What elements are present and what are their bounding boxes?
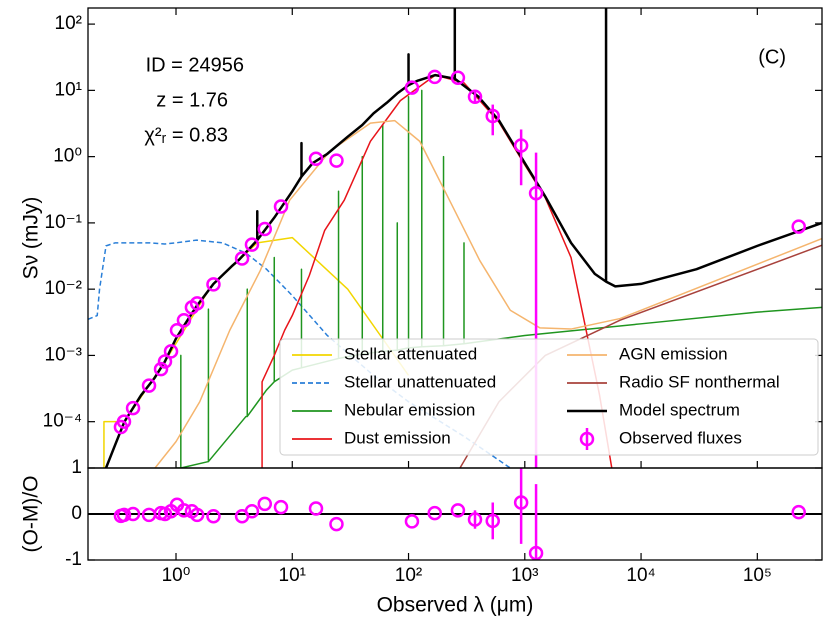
x-tick-label: 10⁵ <box>743 565 772 586</box>
data-point <box>257 496 273 512</box>
x-tick-label: 10³ <box>511 565 538 586</box>
data-point <box>329 153 344 168</box>
annotation: z = 1.76 <box>156 89 228 111</box>
y-tick-label: 10⁻² <box>45 278 83 299</box>
legend-label: AGN emission <box>619 344 728 363</box>
data-point <box>163 344 179 359</box>
data-point <box>206 277 221 292</box>
annotation: ID = 24956 <box>146 54 244 76</box>
legend-label: Dust emission <box>344 428 451 447</box>
y-tick-label: -1 <box>65 549 82 570</box>
data-point <box>157 354 173 369</box>
data-point <box>528 545 544 560</box>
data-point <box>450 70 466 86</box>
y-tick-label: 10² <box>55 13 82 34</box>
data-point <box>485 513 500 529</box>
data-point <box>189 507 205 523</box>
x-tick-label: 10¹ <box>279 565 306 586</box>
y-tick-label: 1 <box>71 457 82 478</box>
x-tick-label: 10⁴ <box>626 565 655 586</box>
data-point <box>467 89 483 105</box>
data-point <box>125 400 141 416</box>
series-line <box>104 8 822 468</box>
data-point <box>513 495 529 510</box>
data-point <box>513 138 529 153</box>
y-tick-label: 10⁻¹ <box>45 212 83 233</box>
legend-label: Observed fluxes <box>619 428 742 447</box>
data-point <box>169 322 185 338</box>
legend-label: Stellar attenuated <box>344 344 477 363</box>
data-point <box>485 108 500 124</box>
series-line <box>176 89 822 468</box>
data-point <box>404 514 420 529</box>
data-point <box>427 69 442 85</box>
data-point <box>116 414 132 429</box>
data-point <box>125 506 141 522</box>
data-point <box>206 509 221 524</box>
data-point <box>528 186 544 201</box>
legend-box <box>279 338 819 456</box>
data-point <box>308 151 324 166</box>
y-tick-label: 10⁻⁴ <box>43 411 82 432</box>
annotation: χ²ᵣ = 0.83 <box>144 124 228 146</box>
x-axis-label: Observed λ (μm) <box>377 594 534 617</box>
data-point <box>244 237 260 252</box>
data-point <box>257 221 273 237</box>
data-point <box>244 503 260 519</box>
data-point <box>404 80 420 95</box>
data-point <box>176 503 192 518</box>
annotation: (C) <box>758 46 786 68</box>
y-tick-label: 10⁻³ <box>45 344 83 365</box>
x-tick-label: 10⁰ <box>162 565 191 586</box>
data-point <box>116 507 132 523</box>
data-point <box>189 296 205 311</box>
residual-y-axis-label: (O-M)/O <box>20 476 43 553</box>
overlay: 10⁻⁴ 10⁻³ 10⁻² 10⁻¹ 10⁰ 10¹ 10² 10⁰ 10¹ 10² 10³ 10⁴… <box>43 8 822 586</box>
data-point <box>791 504 806 520</box>
data-point <box>141 378 157 393</box>
y-tick-label: 10⁰ <box>53 146 82 167</box>
legend-label: Stellar unattenuated <box>344 372 496 391</box>
y-tick-label: 0 <box>71 503 82 524</box>
residual-plot <box>88 468 822 560</box>
data-point <box>467 512 483 527</box>
legend-label: Radio SF nonthermal <box>619 372 780 391</box>
data-point <box>153 361 169 377</box>
series-line <box>154 119 822 468</box>
data-point <box>273 199 289 214</box>
data-point <box>273 499 289 515</box>
data-point <box>176 312 192 328</box>
data-point <box>234 251 250 266</box>
y-tick-label: 10¹ <box>55 79 82 100</box>
legend-label: Nebular emission <box>344 400 475 419</box>
y-axis-label: Sν (mJy) <box>20 197 43 280</box>
data-point <box>308 501 324 516</box>
legend-marker <box>579 431 595 447</box>
data-point <box>791 219 806 234</box>
data-point <box>427 505 442 521</box>
data-point <box>329 516 344 532</box>
legend-label: Model spectrum <box>619 400 740 419</box>
x-tick-label: 10² <box>395 565 422 586</box>
data-point <box>450 503 466 518</box>
residual-frame <box>87 467 823 561</box>
